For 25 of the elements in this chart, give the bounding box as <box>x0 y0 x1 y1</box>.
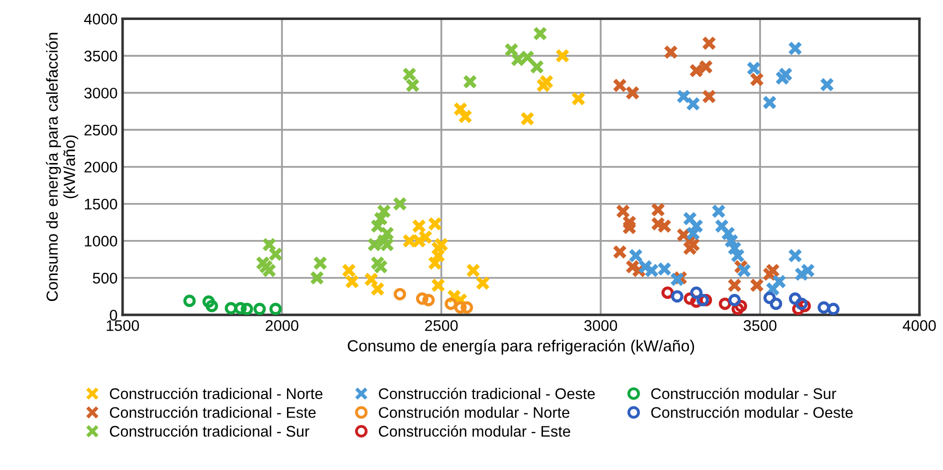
x-tick-label: 4000 <box>902 320 936 331</box>
y-tick-label: 1000 <box>84 236 118 247</box>
y-tick-label: 0 <box>110 310 118 321</box>
x-tick-label: 2000 <box>266 320 298 331</box>
y-tick-label: 4000 <box>84 14 118 24</box>
y-tick-label: 2500 <box>84 124 118 136</box>
legend-label: Construcción tradicional - Este <box>110 406 316 418</box>
y-tick-label: 500 <box>92 272 118 284</box>
y-tick-label: 2000 <box>84 162 118 173</box>
legend-label: Construcción modular - Sur <box>651 388 836 400</box>
x-tick-label: 3500 <box>744 320 776 331</box>
legend-label: Construción modular - Norte <box>378 406 570 418</box>
x-axis-title: Consumo de energía para refrigeración (kW/año) <box>348 340 694 355</box>
y-tick-label: 3000 <box>84 88 118 99</box>
legend-label: Construcción tradicional - Sur <box>110 425 310 437</box>
x-tick-label: 3000 <box>584 320 618 331</box>
y-axis-title: Consumo de energía para calefacción (kW/año) <box>46 32 78 301</box>
y-tick-label: 3500 <box>84 50 118 62</box>
legend-label: Construcción tradicional - Oeste <box>378 388 595 400</box>
legend-label: Construcción modular - Este <box>378 425 570 437</box>
legend-label: Construcción tradicional - Norte <box>110 388 322 400</box>
y-tick-label: 1500 <box>84 198 118 210</box>
legend-label: Construcción modular - Oeste <box>651 406 853 418</box>
x-tick-label: 2500 <box>425 320 458 331</box>
x-tick-label: 1500 <box>106 320 139 331</box>
